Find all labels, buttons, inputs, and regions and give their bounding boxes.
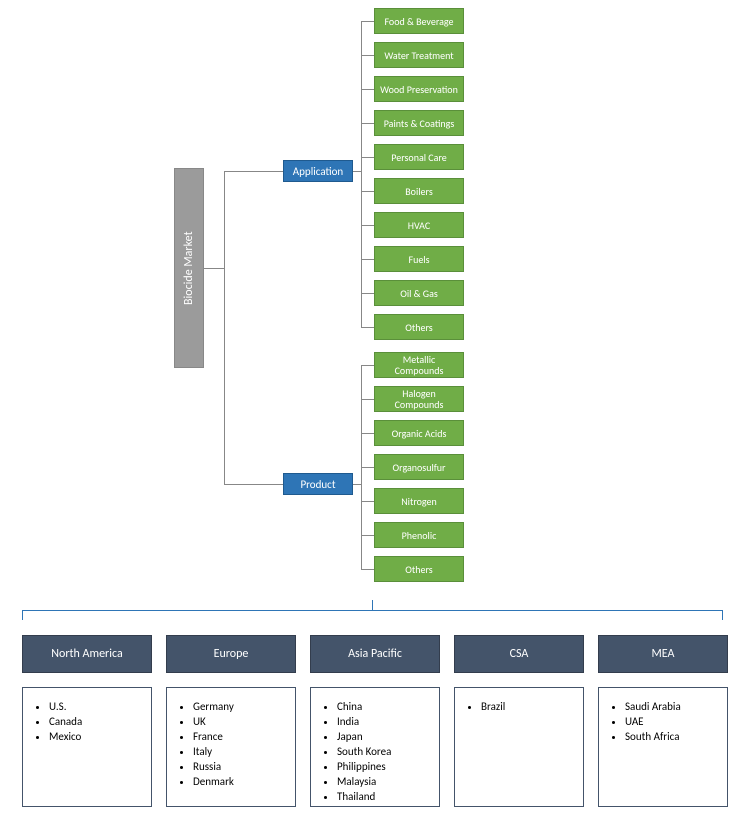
- leaf-node: Organosulfur: [374, 454, 464, 480]
- connector: [361, 501, 374, 502]
- region-country: France: [193, 730, 287, 743]
- leaf-node: Oil & Gas: [374, 280, 464, 306]
- connector: [361, 21, 362, 327]
- leaf-node: Paints & Coatings: [374, 110, 464, 136]
- brace-horizontal: [22, 610, 722, 611]
- region-country: Canada: [49, 715, 143, 728]
- region-body-1: Germany UK France Italy Russia Denmark: [166, 687, 296, 807]
- leaf-node: Others: [374, 314, 464, 340]
- connector: [361, 569, 374, 570]
- leaf-node: Organic Acids: [374, 420, 464, 446]
- region-body-4: Saudi Arabia UAE South Africa: [598, 687, 728, 807]
- connector: [204, 268, 224, 269]
- leaf-node: Food & Beverage: [374, 8, 464, 34]
- region-body-0: U.S. Canada Mexico: [22, 687, 152, 807]
- region-country: Italy: [193, 745, 287, 758]
- leaf-node: HVAC: [374, 212, 464, 238]
- connector: [361, 535, 374, 536]
- leaf-node: Halogen Compounds: [374, 386, 464, 412]
- connector: [361, 399, 374, 400]
- leaf-node: Metallic Compounds: [374, 352, 464, 378]
- region-body-2: China India Japan South Korea Philippines Mal…: [310, 687, 440, 807]
- connector: [224, 171, 225, 484]
- region-country: Russia: [193, 760, 287, 773]
- leaf-node: Water Treatment: [374, 42, 464, 68]
- connector: [361, 327, 374, 328]
- category-node-0: Application: [283, 160, 353, 182]
- connector: [361, 225, 374, 226]
- region-country: U.S.: [49, 700, 143, 713]
- leaf-node: Fuels: [374, 246, 464, 272]
- connector: [361, 55, 374, 56]
- connector: [361, 191, 374, 192]
- leaf-node: Phenolic: [374, 522, 464, 548]
- region-header-4: MEA: [598, 635, 728, 673]
- connector: [361, 89, 374, 90]
- connector: [361, 293, 374, 294]
- leaf-node: Personal Care: [374, 144, 464, 170]
- category-node-1: Product: [283, 473, 353, 495]
- region-country-list: Saudi Arabia UAE South Africa: [607, 700, 719, 743]
- region-country: Mexico: [49, 730, 143, 743]
- region-country-list: Brazil: [463, 700, 575, 713]
- brace-tip: [372, 600, 373, 610]
- leaf-node: Boilers: [374, 178, 464, 204]
- region-country: Thailand: [337, 790, 431, 803]
- region-header-3: CSA: [454, 635, 584, 673]
- leaf-node: Others: [374, 556, 464, 582]
- connector: [353, 484, 361, 485]
- connector: [361, 433, 374, 434]
- region-header-2: Asia Pacific: [310, 635, 440, 673]
- region-country-list: Germany UK France Italy Russia Denmark: [175, 700, 287, 788]
- region-country: Japan: [337, 730, 431, 743]
- region-country: China: [337, 700, 431, 713]
- brace-end: [22, 610, 23, 620]
- connector: [361, 157, 374, 158]
- brace-end: [722, 610, 723, 620]
- region-country: Saudi Arabia: [625, 700, 719, 713]
- region-body-3: Brazil: [454, 687, 584, 807]
- region-country: Philippines: [337, 760, 431, 773]
- region-country: UK: [193, 715, 287, 728]
- region-country: Germany: [193, 700, 287, 713]
- region-header-0: North America: [22, 635, 152, 673]
- root-node: Biocide Market: [174, 168, 204, 368]
- connector: [361, 259, 374, 260]
- connector: [361, 21, 374, 22]
- region-country: India: [337, 715, 431, 728]
- connector: [361, 467, 374, 468]
- region-country: Brazil: [481, 700, 575, 713]
- region-country: South Korea: [337, 745, 431, 758]
- region-country: UAE: [625, 715, 719, 728]
- connector: [361, 123, 374, 124]
- connector: [224, 484, 283, 485]
- leaf-node: Nitrogen: [374, 488, 464, 514]
- region-country: Malaysia: [337, 775, 431, 788]
- region-country-list: U.S. Canada Mexico: [31, 700, 143, 743]
- region-country: South Africa: [625, 730, 719, 743]
- connector: [353, 171, 361, 172]
- region-country: Denmark: [193, 775, 287, 788]
- connector: [224, 171, 283, 172]
- region-country-list: China India Japan South Korea Philippines Mal…: [319, 700, 431, 803]
- leaf-node: Wood Preservation: [374, 76, 464, 102]
- connector: [361, 365, 374, 366]
- region-header-1: Europe: [166, 635, 296, 673]
